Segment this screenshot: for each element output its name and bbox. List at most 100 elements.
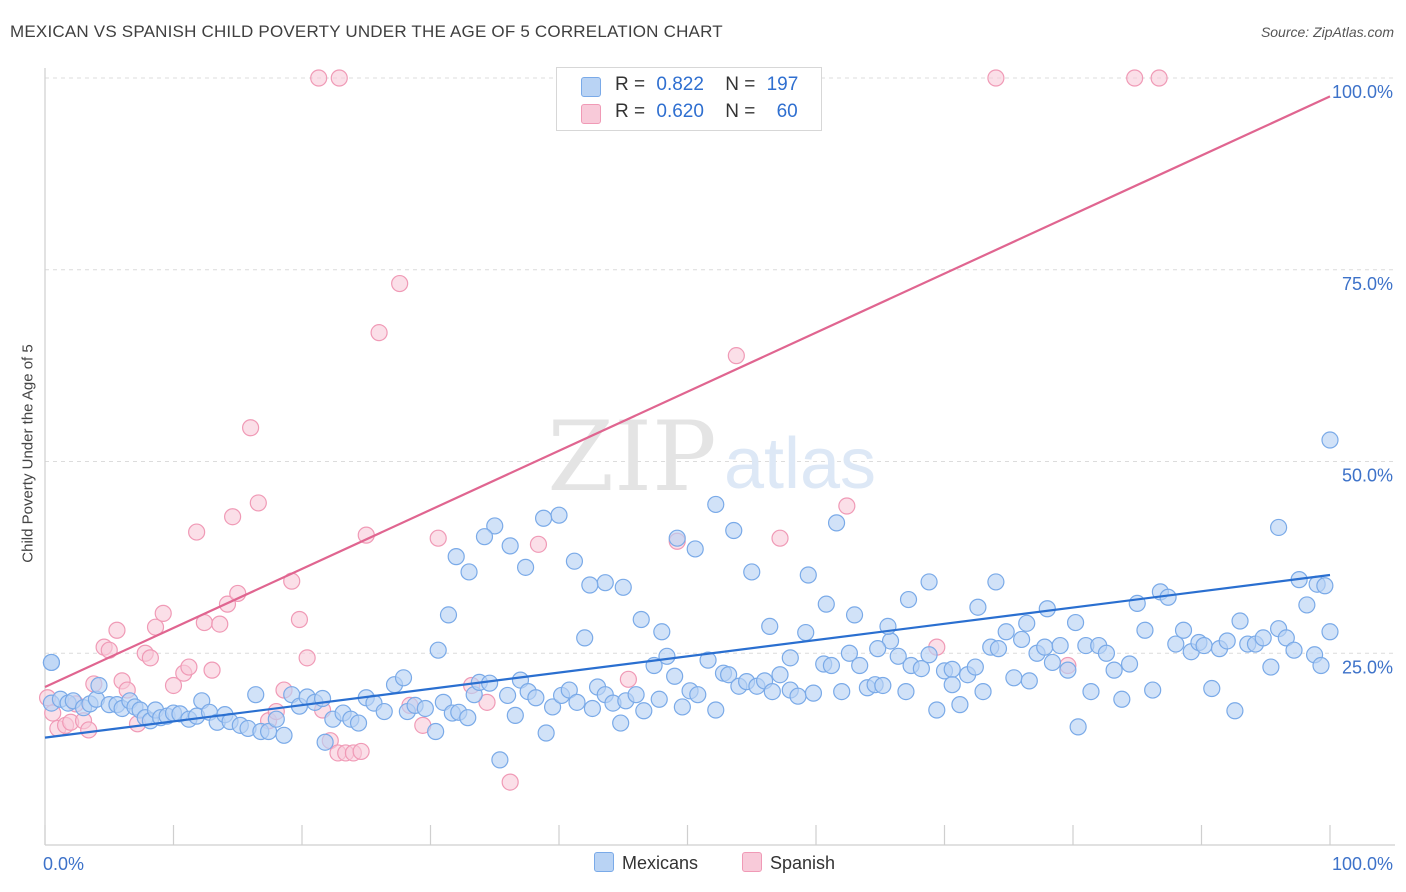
spanish-point	[154, 604, 172, 622]
mexicans-point	[394, 669, 413, 687]
spanish-point	[242, 419, 260, 437]
mexicans-point	[614, 578, 632, 596]
mexicans-point	[840, 644, 859, 662]
r-label: R =	[615, 101, 646, 122]
mexicans-point	[90, 676, 108, 695]
mexicans-point	[781, 649, 799, 667]
legend-mexicans[interactable]: Mexicans	[594, 852, 698, 874]
mexicans-point	[845, 606, 864, 624]
mexicans-point	[506, 706, 524, 724]
mexicans-point	[460, 563, 478, 581]
mexicans-point	[1113, 690, 1131, 708]
mexicans-point	[1018, 614, 1036, 632]
mexicans-point	[568, 693, 586, 711]
mexicans-point	[943, 660, 961, 678]
mexicans-point	[1167, 635, 1185, 653]
mexicans-point	[576, 629, 594, 647]
mexicans-point	[501, 537, 519, 555]
mexicans-point	[1321, 623, 1339, 641]
mexicans-point	[1136, 621, 1154, 639]
mexicans-point	[920, 573, 938, 591]
spanish-point	[478, 693, 496, 711]
mexicans-point	[1312, 656, 1330, 675]
x-tick-label-max: 100.0%	[1332, 854, 1393, 874]
mexicans-point	[543, 698, 562, 716]
chart-title: MEXICAN VS SPANISH CHILD POVERTY UNDER T…	[10, 22, 723, 41]
mexicans-point	[1038, 600, 1056, 618]
mexicans-point	[439, 606, 458, 624]
spanish-point	[1126, 69, 1144, 87]
mexicans-point	[969, 598, 987, 616]
mexicans-point	[1174, 621, 1193, 639]
mexicans-point	[658, 647, 676, 665]
spanish-point	[298, 649, 316, 667]
source-credit: Source: ZipAtlas.com	[1260, 24, 1394, 40]
mexicans-point	[1298, 596, 1316, 614]
spanish-point	[619, 670, 637, 688]
spanish-point	[180, 658, 198, 676]
mexicans-point	[874, 676, 892, 695]
spanish-point	[290, 610, 309, 629]
mexicans-point	[689, 686, 707, 704]
mexicans-legend-label: Mexicans	[622, 853, 699, 873]
n-value: 60	[776, 101, 798, 122]
mexicans-point	[1254, 629, 1272, 647]
n-value: 197	[766, 74, 799, 95]
mexicans-point	[1097, 644, 1116, 662]
mexicans-point	[429, 641, 447, 659]
mexicans-point	[799, 566, 817, 584]
mexicans-point	[550, 506, 568, 524]
n-label: N =	[725, 101, 756, 122]
mexicans-point	[596, 574, 614, 592]
y-tick-label: 25.0%	[1342, 657, 1393, 677]
mexicans-point	[375, 702, 393, 721]
mexicans-point	[1059, 661, 1077, 679]
mexicans-point	[827, 514, 846, 532]
spanish-point	[838, 497, 856, 515]
mexicans-point	[632, 610, 650, 629]
mexicans-point	[627, 686, 645, 704]
mexicans-point	[833, 682, 851, 701]
mexicans-point	[1036, 638, 1054, 656]
mexicans-point	[275, 726, 293, 744]
mexicans-point	[771, 666, 789, 684]
mexicans-point	[1218, 632, 1236, 650]
mexicans-point	[1012, 630, 1031, 649]
spanish-point	[203, 661, 221, 679]
mexicans-point	[817, 595, 835, 613]
legend-spanish[interactable]: Spanish	[742, 852, 835, 874]
mexicans-point	[743, 563, 761, 581]
mexicans-point	[612, 714, 630, 732]
watermark: ZIP atlas	[547, 401, 876, 513]
mexicans-point	[974, 682, 992, 701]
mexicans-trend-line	[44, 573, 1331, 739]
mexicans-point	[1321, 431, 1339, 449]
mexicans-point	[763, 682, 781, 701]
mexicans-point	[516, 558, 535, 576]
spanish-point	[771, 529, 789, 547]
mexicans-point	[989, 640, 1008, 658]
spanish-point	[352, 742, 370, 761]
mexicans-point	[720, 666, 738, 684]
mexicans-point	[1226, 702, 1244, 720]
mexicans-point	[247, 686, 265, 704]
mexicans-point	[1195, 636, 1213, 655]
mexicans-point	[537, 724, 555, 742]
mexicans-legend-swatch	[594, 852, 614, 872]
mexicans-point	[673, 698, 691, 716]
mexicans-point	[966, 658, 984, 676]
mexicans-point	[666, 667, 684, 685]
mexicans-point	[822, 656, 841, 675]
mexicans-point	[1069, 718, 1087, 736]
mexicans-point	[686, 540, 704, 558]
mexicans-point	[725, 521, 743, 540]
mexicans-point	[565, 552, 584, 570]
mexicans-point	[1144, 681, 1162, 699]
spanish-point	[529, 535, 548, 553]
watermark-zip: ZIP	[547, 401, 716, 513]
spanish-point	[249, 494, 267, 512]
spanish-point	[310, 69, 328, 87]
mexicans-point	[427, 722, 445, 741]
mexicans-point	[560, 681, 578, 699]
mexicans-point	[1051, 636, 1069, 655]
